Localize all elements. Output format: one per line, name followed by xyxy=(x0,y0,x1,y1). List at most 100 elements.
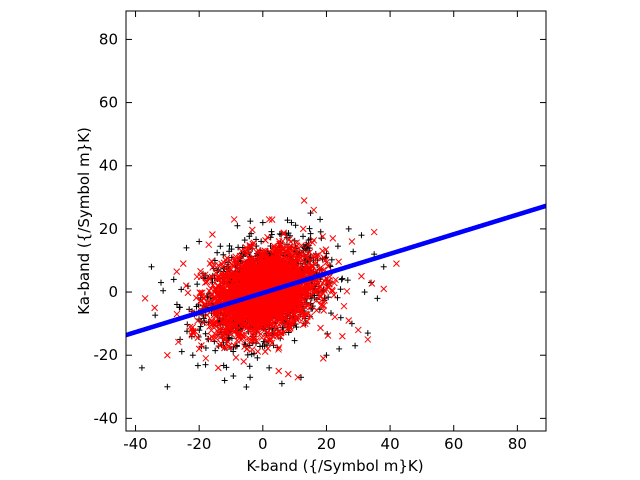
data-point-x xyxy=(340,302,348,310)
data-point-plus xyxy=(230,372,237,379)
data-point-plus xyxy=(244,351,251,358)
data-point-x xyxy=(248,226,256,234)
data-point-plus xyxy=(148,263,155,270)
data-point-x xyxy=(309,252,317,260)
data-point-plus xyxy=(138,364,145,371)
data-point-x xyxy=(164,351,171,359)
data-point-x xyxy=(368,280,376,287)
data-point-x xyxy=(227,256,234,264)
data-point-x xyxy=(275,367,283,375)
data-point-plus xyxy=(380,263,387,270)
data-point-x xyxy=(243,345,251,353)
data-point-x xyxy=(182,282,190,289)
data-point-x xyxy=(220,336,228,343)
data-point-x xyxy=(174,338,182,346)
data-point-x xyxy=(208,257,215,265)
data-point-plus xyxy=(173,301,180,308)
data-point-x xyxy=(207,285,215,292)
data-point-x xyxy=(370,228,378,236)
y-tick-label: -20 xyxy=(94,346,119,364)
data-point-plus xyxy=(278,380,285,387)
data-point-plus xyxy=(189,352,196,359)
data-point-x xyxy=(393,260,400,267)
data-point-plus xyxy=(286,232,293,239)
y-tick-label: 0 xyxy=(108,283,118,301)
data-point-plus xyxy=(196,327,203,334)
data-point-plus xyxy=(267,243,274,250)
data-point-plus xyxy=(197,323,204,330)
data-point-plus xyxy=(371,251,378,258)
data-point-plus xyxy=(221,377,228,384)
data-point-x xyxy=(254,348,262,355)
x-axis-label: K-band ({/Symbol m}K) xyxy=(246,457,423,475)
data-point-x xyxy=(300,197,308,204)
x-tick-label: 60 xyxy=(444,435,463,453)
data-point-plus xyxy=(323,250,330,257)
data-point-x xyxy=(358,272,365,280)
data-point-plus xyxy=(307,230,314,237)
data-point-plus xyxy=(217,243,224,250)
data-point-x xyxy=(330,291,338,299)
data-point-plus xyxy=(292,222,299,229)
data-point-plus xyxy=(298,374,304,381)
data-point-plus xyxy=(194,362,201,369)
data-point-plus xyxy=(268,228,275,235)
data-point-x xyxy=(262,237,269,244)
data-point-plus xyxy=(345,225,352,232)
data-point-plus xyxy=(350,248,357,255)
data-point-plus xyxy=(247,374,254,381)
x-tick-label: 80 xyxy=(508,435,527,453)
data-point-plus xyxy=(241,237,248,244)
data-point-plus xyxy=(223,364,230,371)
data-point-plus xyxy=(196,238,203,245)
data-point-x xyxy=(240,358,248,365)
data-point-plus xyxy=(177,336,184,343)
data-point-plus xyxy=(328,256,335,263)
data-point-x xyxy=(173,268,181,276)
x-tick-label: 40 xyxy=(381,435,400,453)
data-point-plus xyxy=(158,279,164,286)
data-point-x xyxy=(335,258,343,266)
y-tick-label: 20 xyxy=(99,220,118,238)
data-point-plus xyxy=(325,294,332,301)
data-point-plus xyxy=(247,218,254,225)
data-point-x xyxy=(197,297,205,305)
data-point-x xyxy=(313,306,320,314)
data-point-x xyxy=(209,231,216,238)
data-point-x xyxy=(348,238,356,245)
data-point-x xyxy=(214,364,222,372)
data-point-x xyxy=(151,304,158,312)
data-point-plus xyxy=(254,354,261,361)
data-point-x xyxy=(331,313,339,321)
data-point-plus xyxy=(317,216,324,223)
data-point-plus xyxy=(212,347,219,354)
data-point-plus xyxy=(194,281,201,288)
y-tick-label: 80 xyxy=(99,30,118,48)
data-point-x xyxy=(264,344,272,352)
data-point-x xyxy=(280,230,287,238)
data-point-plus xyxy=(339,275,346,282)
data-point-plus xyxy=(170,276,177,283)
data-point-x xyxy=(364,336,372,343)
x-tick-label: 20 xyxy=(317,435,336,453)
data-point-x xyxy=(245,249,253,257)
data-point-plus xyxy=(361,289,368,296)
data-point-x xyxy=(329,235,337,242)
data-point-plus xyxy=(202,361,209,368)
data-point-plus xyxy=(306,225,313,232)
data-point-plus xyxy=(243,383,250,390)
data-point-x xyxy=(207,319,215,327)
data-point-plus xyxy=(226,242,233,249)
data-point-plus xyxy=(259,219,266,226)
y-tick-label: 60 xyxy=(99,94,118,112)
data-point-plus xyxy=(334,294,341,301)
data-point-plus xyxy=(358,232,365,239)
plot-area xyxy=(126,197,546,390)
data-point-plus xyxy=(323,352,330,359)
data-point-x xyxy=(322,256,329,264)
x-tick-label: -20 xyxy=(187,435,212,453)
data-point-plus xyxy=(334,243,341,250)
data-point-x xyxy=(184,289,192,297)
data-point-plus xyxy=(214,249,221,256)
data-point-plus xyxy=(337,314,344,321)
